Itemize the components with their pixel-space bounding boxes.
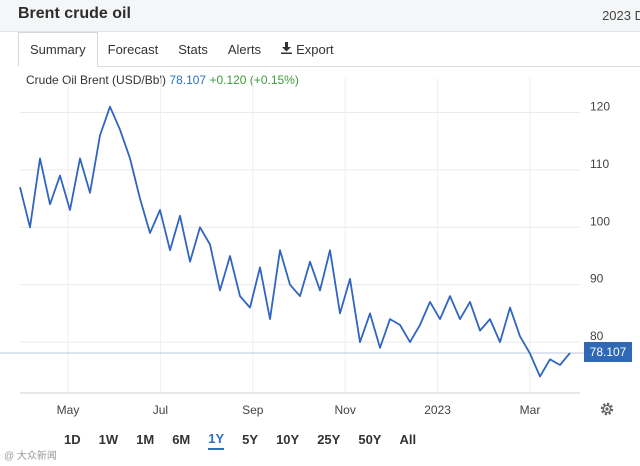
range-all[interactable]: All (399, 431, 417, 447)
y-tick-label: 80 (590, 329, 604, 343)
download-icon (281, 41, 293, 57)
tab-export[interactable]: Export (271, 32, 344, 66)
brent-series-line (19, 105, 571, 378)
tab-stats[interactable]: Stats (168, 32, 218, 66)
range-5y[interactable]: 5Y (242, 431, 259, 447)
current-price: 78.107 (169, 73, 207, 87)
tab-forecast[interactable]: Forecast (98, 32, 169, 66)
price-chart[interactable]: 80 90 100 110 120 May Jul Sep Nov 2023 Mar 78.107 (0, 66, 640, 426)
tab-bar: Summary Forecast Stats Alerts Export (18, 32, 640, 67)
page-title: Brent crude oil (18, 5, 131, 22)
range-25y[interactable]: 25Y (317, 431, 341, 447)
page-date: 2023 D (602, 8, 640, 23)
last-price-badge: 78.107 (584, 342, 632, 362)
x-tick-label: Mar (520, 403, 541, 417)
range-50y[interactable]: 50Y (358, 431, 382, 447)
y-tick-label: 100 (590, 214, 610, 228)
y-tick-label: 110 (590, 157, 609, 171)
tab-summary-label: Summary (30, 42, 86, 57)
range-selector: 1D 1W 1M 6M 1Y 5Y 10Y 25Y 50Y All (0, 425, 640, 453)
range-1y[interactable]: 1Y (208, 429, 225, 450)
y-tick-label: 90 (590, 272, 604, 286)
range-10y[interactable]: 10Y (276, 431, 300, 447)
range-6m[interactable]: 6M (172, 431, 191, 447)
price-change: +0.120 (+0.15%) (209, 73, 299, 87)
tab-summary[interactable]: Summary (18, 32, 98, 67)
range-1d[interactable]: 1D (64, 431, 81, 447)
tab-stats-label: Stats (178, 41, 208, 57)
chart-svg[interactable]: 80 90 100 110 120 May Jul Sep Nov 2023 Mar (0, 66, 640, 426)
tab-alerts-label: Alerts (227, 41, 262, 57)
tab-forecast-label: Forecast (107, 41, 159, 57)
x-tick-label: Nov (335, 403, 356, 417)
watermark: @ 大众新闻 (4, 451, 57, 462)
x-tick-label: May (57, 403, 80, 417)
gear-icon[interactable] (599, 401, 615, 417)
x-tick-label: 2023 (424, 403, 451, 417)
quote-header: Crude Oil Brent (USD/Bbl) 78.107 +0.120 … (26, 73, 299, 87)
instrument-name: Crude Oil Brent (USD/Bbl) (26, 73, 167, 87)
x-tick-label: Sep (242, 403, 264, 417)
range-1w[interactable]: 1W (98, 431, 119, 447)
tab-alerts[interactable]: Alerts (218, 32, 271, 66)
tab-export-label: Export (296, 41, 334, 57)
x-tick-label: Jul (153, 403, 168, 417)
top-bar: Brent crude oil 2023 D (0, 0, 640, 32)
range-1m[interactable]: 1M (136, 431, 155, 447)
y-tick-label: 120 (590, 99, 610, 113)
